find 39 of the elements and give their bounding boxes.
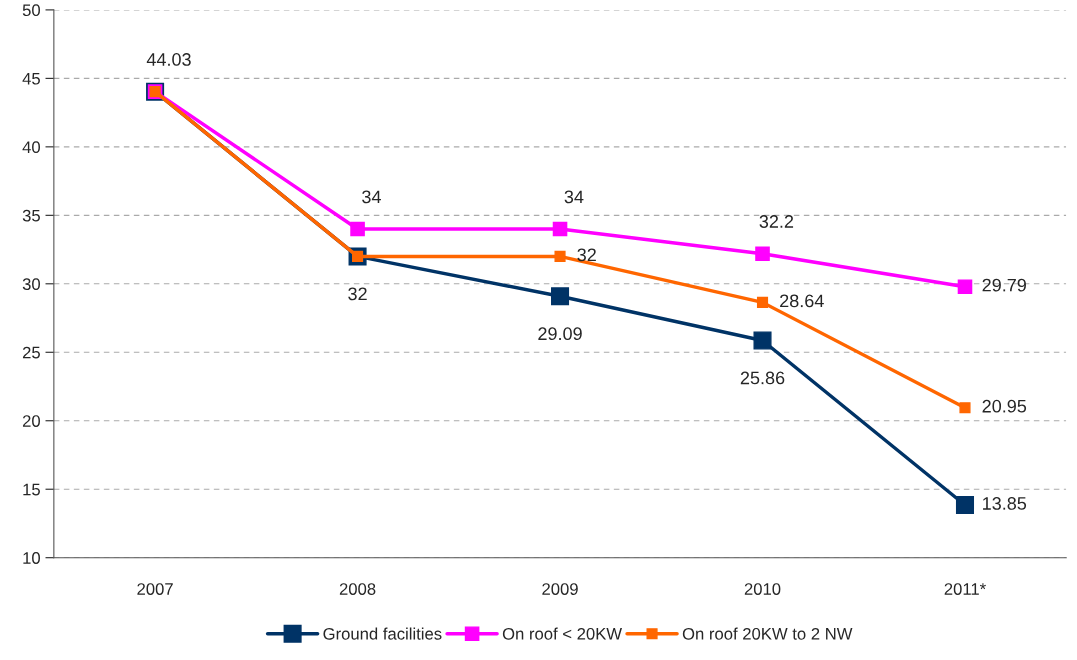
x-tick-label: 2010 [744, 583, 781, 595]
data-label: 44.03 [146, 53, 191, 66]
point [552, 221, 568, 237]
data-label: 29.79 [982, 278, 1026, 292]
point [551, 287, 570, 306]
data-label: 32 [348, 287, 367, 301]
y-tick-label: 50 [22, 4, 41, 17]
data-label: 25.86 [740, 371, 785, 385]
data-label: 34 [362, 190, 381, 204]
data-label: 13.85 [983, 497, 1027, 510]
legend-label: On roof < 20KW [502, 627, 622, 640]
data-label: 28.64 [780, 294, 824, 308]
data-label: 20.95 [982, 399, 1027, 413]
y-tick-label: 15 [23, 483, 40, 496]
y-tick-label: 45 [22, 72, 40, 85]
y-tick-label: 30 [22, 278, 41, 290]
y-tick-label: 35 [22, 209, 40, 222]
y-tick-label: 25 [22, 346, 40, 359]
point [554, 250, 566, 262]
y-tick-label: 40 [22, 141, 41, 154]
x-tick-label: 2009 [542, 583, 578, 595]
data-label: 32.2 [759, 215, 794, 228]
data-label: 34 [564, 190, 584, 204]
point [755, 246, 770, 261]
point [959, 402, 971, 414]
data-label: 29.09 [538, 327, 582, 341]
data-label: 32 [577, 248, 596, 262]
legend-label: On roof 20KW to 2 NW [682, 627, 853, 640]
y-tick-label: 20 [22, 415, 41, 427]
x-tick-label: 2007 [137, 583, 173, 595]
y-tick-label: 10 [23, 552, 41, 564]
point [957, 279, 973, 294]
legend-label: Ground facilities [323, 627, 442, 640]
point [955, 495, 975, 515]
x-tick-label: 2008 [339, 583, 376, 595]
point [756, 296, 769, 308]
point [753, 331, 772, 350]
point [350, 221, 365, 237]
x-tick-label: 2011* [944, 583, 986, 595]
